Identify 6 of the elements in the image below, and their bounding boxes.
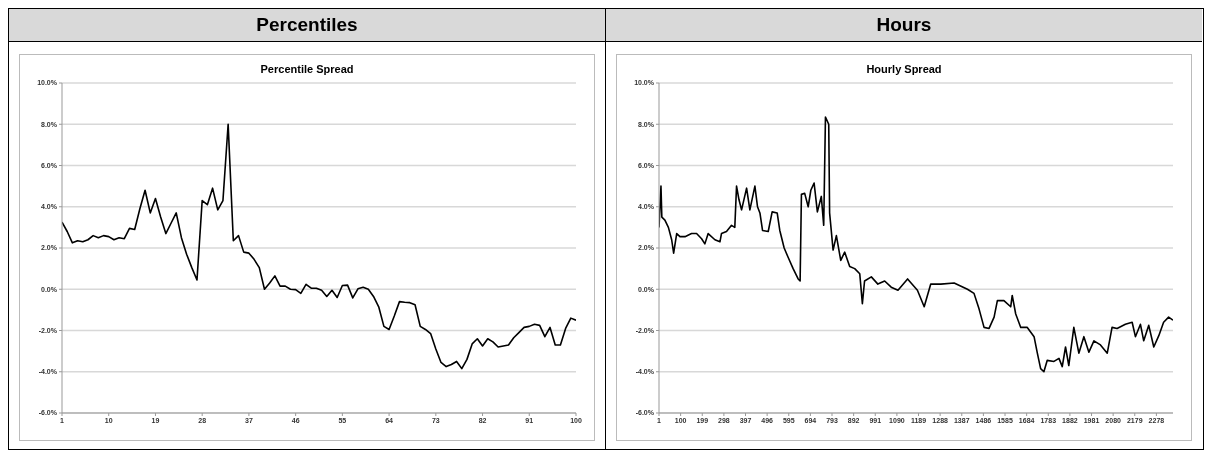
line-series xyxy=(62,123,576,370)
chart-subtitle: Hourly Spread xyxy=(865,63,943,75)
chart-title: Percentiles xyxy=(9,9,605,42)
chart-subtitle: Percentile Spread xyxy=(259,63,355,75)
line-series xyxy=(659,116,1173,373)
chart-title: Hours xyxy=(606,9,1202,42)
